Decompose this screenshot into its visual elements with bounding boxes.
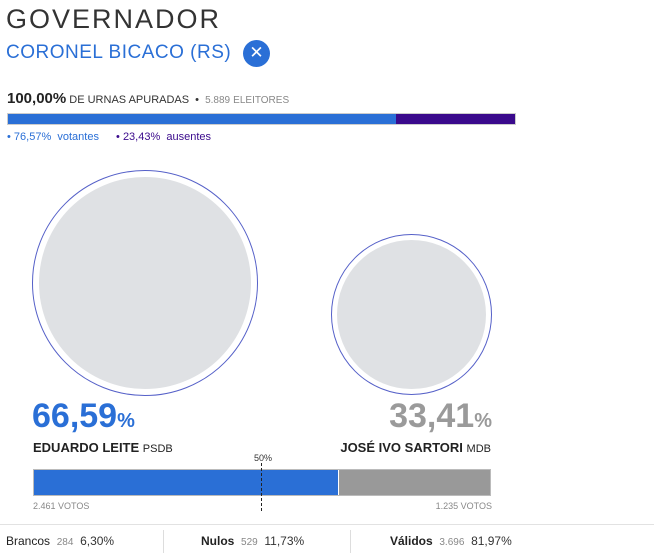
voters-label: ELEITORES: [233, 95, 290, 106]
label: Brancos: [6, 534, 51, 548]
name: JOSÉ IVO SARTORI: [340, 440, 463, 455]
count: 529: [241, 537, 258, 548]
pct: 11,73%: [264, 534, 305, 548]
midpoint-label: 50%: [254, 453, 273, 463]
label: Nulos: [201, 534, 235, 548]
candidate-segment: [338, 470, 490, 495]
label: Válidos: [390, 534, 433, 548]
location: CORONEL BICACO (RS): [6, 42, 232, 63]
turnout-bar: [7, 113, 516, 125]
pct: 81,97%: [471, 534, 512, 548]
divider: [0, 524, 654, 525]
candidate-name: JOSÉ IVO SARTORI MDB: [340, 440, 491, 455]
counted-label: DE URNAS APURADAS: [69, 94, 190, 106]
voting-label: votantes: [57, 131, 99, 143]
voting-segment: [8, 114, 397, 124]
counted-pct: 100,00%: [7, 90, 67, 107]
count: 284: [56, 537, 74, 548]
midpoint-line: [261, 463, 262, 511]
voting-pct: 76,57%: [13, 131, 52, 143]
voting-legend: • 76,57% votantes: [7, 131, 99, 143]
absent-legend: • 23,43% ausentes: [116, 131, 212, 143]
name: EDUARDO LEITE: [33, 440, 140, 455]
candidate-name: EDUARDO LEITE PSDB: [33, 440, 173, 455]
candidate-votes: 2.461 VOTOS: [33, 501, 90, 511]
pct-number: 66,59: [32, 397, 118, 435]
summary-item: Brancos 284 6,30%: [6, 534, 114, 548]
divider: [163, 530, 164, 553]
close-button[interactable]: ✕: [243, 40, 270, 67]
candidate-pct: 66,59%: [32, 397, 135, 436]
count: 3.696: [439, 537, 465, 548]
turnout-legend: • 76,57% votantes • 23,43% ausentes: [7, 131, 211, 143]
divider: [350, 530, 351, 553]
voters: 5.889: [205, 95, 231, 106]
pct-unit: %: [474, 410, 492, 432]
candidate-votes: 1.235 VOTOS: [435, 501, 492, 511]
absent-label: ausentes: [166, 131, 212, 143]
summary-item: Válidos 3.696 81,97%: [390, 534, 512, 548]
absent-segment: [396, 114, 515, 124]
candidate-pct: 33,41%: [389, 397, 492, 436]
separator: •: [195, 94, 200, 106]
turnout-line: 100,00% DE URNAS APURADAS • 5.889 ELEITO…: [7, 90, 289, 107]
candidate-segment: [34, 470, 339, 495]
result-bar: [33, 469, 491, 496]
party: MDB: [466, 443, 491, 455]
candidate-photo: [331, 234, 492, 395]
title: GOVERNADOR: [6, 4, 222, 34]
party: PSDB: [142, 443, 173, 455]
pct: 6,30%: [80, 534, 115, 548]
pct-unit: %: [117, 410, 135, 432]
candidate-photo: [32, 170, 258, 396]
absent-pct: 23,43%: [122, 131, 161, 143]
summary-item: Nulos 529 11,73%: [201, 534, 304, 548]
pct-number: 33,41: [389, 397, 475, 435]
